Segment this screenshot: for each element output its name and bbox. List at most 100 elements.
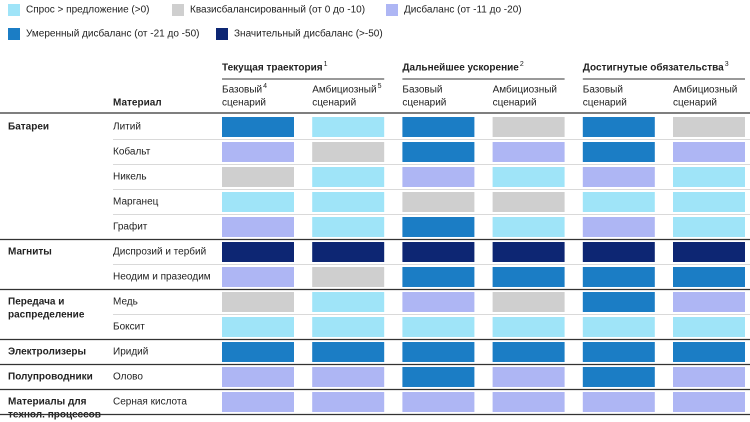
cell — [222, 142, 294, 162]
group-label: Передача и — [8, 297, 64, 308]
column-header: Базовый — [583, 85, 623, 96]
group-label: Материалы для — [8, 397, 87, 408]
legend-label: Значительный дисбаланс (>-50) — [234, 28, 383, 40]
cell — [402, 242, 475, 262]
cell — [312, 267, 385, 287]
column-group-title: Достигнутые обязательства — [583, 62, 724, 74]
cell — [492, 142, 565, 162]
cell — [492, 367, 565, 387]
cell — [582, 192, 655, 212]
cell — [673, 117, 745, 137]
column-header: Базовый — [222, 85, 262, 96]
legend-swatch — [216, 28, 228, 40]
material-label: Серная кислота — [113, 397, 187, 408]
cell — [582, 167, 655, 187]
cell — [582, 392, 655, 412]
cell — [402, 267, 475, 287]
material-label: Диспрозий и тербий — [113, 246, 206, 258]
footnote-mark: 4 — [263, 83, 267, 90]
cell — [222, 117, 294, 137]
column-header: Амбициозный — [493, 84, 557, 96]
footnote-mark: 3 — [725, 61, 729, 68]
cell — [582, 117, 655, 137]
cell — [673, 317, 745, 337]
column-header: сценарий — [312, 98, 356, 109]
cell — [312, 142, 385, 162]
cell — [492, 317, 565, 337]
column-group-title: Дальнейшее ускорение — [402, 63, 519, 74]
column-header: сценарий — [493, 98, 537, 109]
cell — [402, 392, 475, 412]
cell — [492, 267, 565, 287]
cell — [312, 117, 385, 137]
footnote-mark: 5 — [378, 83, 382, 90]
column-header: сценарий — [402, 98, 446, 109]
column-group-title: Текущая траектория — [222, 63, 323, 74]
material-label: Олово — [113, 372, 143, 383]
legend-label: Дисбаланс (от -11 до -20) — [404, 4, 522, 16]
cell — [492, 192, 565, 212]
cell — [673, 217, 745, 237]
cell — [222, 392, 294, 412]
cell — [582, 342, 655, 362]
cell — [402, 167, 475, 187]
cell — [673, 292, 745, 312]
cell — [673, 367, 745, 387]
cell — [492, 117, 565, 137]
footnote-mark: 2 — [520, 61, 524, 68]
group-label: Магниты — [8, 247, 52, 258]
cell — [402, 117, 475, 137]
cell — [222, 242, 294, 262]
cell — [582, 217, 655, 237]
column-header: сценарий — [222, 98, 266, 109]
group-label: Электролизеры — [8, 347, 86, 358]
material-label: Марганец — [113, 197, 159, 208]
material-label: Никель — [113, 172, 147, 183]
cell — [492, 167, 565, 187]
material-label: Боксит — [113, 322, 145, 333]
cell — [222, 367, 294, 387]
group-label: распределение — [8, 310, 85, 321]
material-label: Неодим и празеодим — [113, 272, 211, 283]
material-header: Материал — [113, 98, 162, 109]
cell — [492, 217, 565, 237]
cell — [402, 192, 475, 212]
group-label: технол. процессов — [8, 410, 101, 421]
cell — [222, 317, 294, 337]
cell — [402, 317, 475, 337]
column-header: сценарий — [673, 98, 717, 109]
cell — [222, 292, 294, 312]
column-header: сценарий — [583, 98, 627, 109]
legend-swatch — [172, 4, 184, 16]
cell — [673, 192, 745, 212]
legend-label: Спрос > предложение (>0) — [26, 5, 149, 16]
cell — [222, 267, 294, 287]
material-label: Кобальт — [113, 146, 151, 158]
material-label: Литий — [113, 122, 141, 133]
cell — [312, 242, 385, 262]
legend-swatch — [8, 28, 20, 40]
cell — [673, 267, 745, 287]
group-label: Полупроводники — [8, 372, 93, 383]
cell — [673, 392, 745, 412]
footnote-mark: 1 — [324, 61, 328, 68]
column-header: Амбициозный — [673, 84, 737, 96]
column-header: Базовый — [402, 85, 442, 96]
legend-swatch — [386, 4, 398, 16]
cell — [402, 367, 475, 387]
cell — [222, 192, 294, 212]
cell — [312, 217, 385, 237]
cell — [673, 242, 745, 262]
cell — [673, 167, 745, 187]
cell — [312, 342, 385, 362]
cell — [402, 342, 475, 362]
material-label: Медь — [113, 297, 138, 308]
cell — [582, 242, 655, 262]
cell — [492, 392, 565, 412]
cell — [492, 292, 565, 312]
cell — [582, 292, 655, 312]
cell — [673, 142, 745, 162]
cell — [312, 192, 385, 212]
cell — [312, 392, 385, 412]
